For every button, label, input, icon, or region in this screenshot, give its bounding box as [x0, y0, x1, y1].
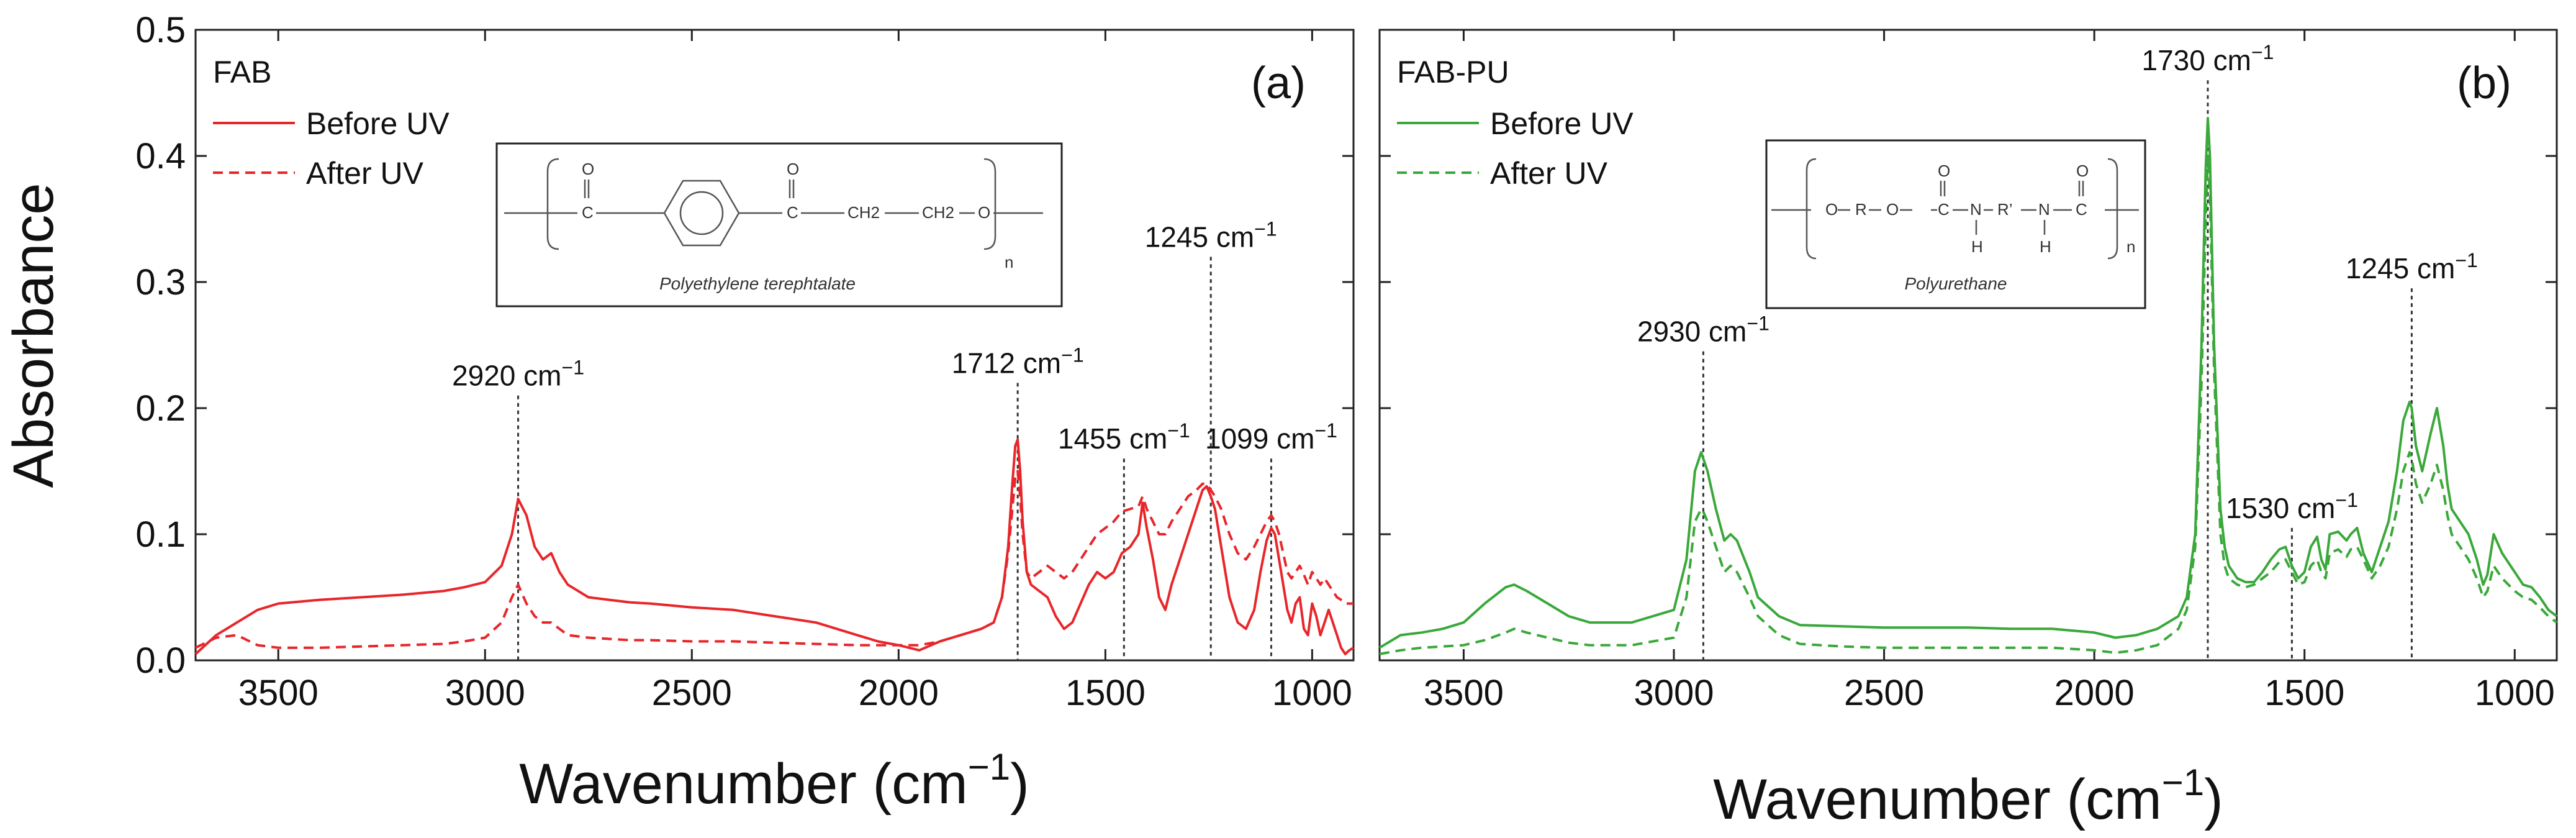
benzene-ring-inner: [679, 191, 724, 235]
panel-b-peak-labels: 2930 cm−1 1730 cm−1 1530 cm−1 1245 cm−1: [1637, 41, 2478, 524]
panel-a-y-tick-labels: 0.0 0.1 0.2 0.3 0.4 0.5: [135, 10, 186, 681]
panel-b-pu: 3500 3000 2500 2000 1500 1000 2930 cm−1 …: [1378, 29, 2558, 831]
atom-label: O: [787, 160, 799, 178]
legend-label-before-uv: Before UV: [1490, 106, 1634, 141]
atom-label: N: [2038, 200, 2050, 219]
peak-label: 1712 cm−1: [952, 344, 1084, 379]
panel-a-x-axis-title: Wavenumber (cm−1): [519, 746, 1029, 816]
atom-label: C: [1938, 200, 1950, 219]
legend-label-after-uv: After UV: [306, 156, 424, 191]
atom-label: O: [2076, 162, 2089, 180]
y-tick-label: 0.1: [135, 514, 186, 555]
x-tick-label: 2500: [652, 673, 732, 713]
atom-label: CH2: [922, 203, 954, 222]
panel-b-series: [1378, 117, 2558, 655]
legend-label-after-uv: After UV: [1490, 156, 1608, 191]
atom-label: O: [582, 160, 594, 178]
panel-b-peak-lines: [1702, 80, 2413, 660]
panel-a-letter: (a): [1251, 58, 1306, 108]
peak-label: 1099 cm−1: [1205, 419, 1337, 455]
panel-a-peak-labels: 2920 cm−1 1712 cm−1 1455 cm−1 1245 cm−1 …: [452, 217, 1337, 455]
bracket-right: [983, 158, 997, 250]
panel-b-x-axis-title: Wavenumber (cm−1): [1713, 762, 2223, 831]
peak-label: 1245 cm−1: [2346, 249, 2478, 285]
peak-label: 1730 cm−1: [2142, 41, 2274, 76]
peak-label: 1245 cm−1: [1145, 217, 1277, 253]
x-tick-label: 1500: [1065, 673, 1146, 713]
atom-label: O: [1825, 200, 1838, 219]
peak-label: 1455 cm−1: [1058, 419, 1190, 455]
panel-a-legend: Before UV After UV: [213, 106, 450, 191]
panel-b-frame: [1378, 29, 2558, 662]
y-tick-label: 0.4: [135, 136, 186, 176]
repeat-subscript: n: [1005, 253, 1013, 271]
panel-b-x-tick-labels: 3500 3000 2500 2000 1500 1000: [1424, 673, 2555, 713]
atom-label: O: [1938, 162, 1950, 180]
x-tick-label: 2500: [1844, 673, 1924, 713]
x-tick-label: 3500: [238, 673, 319, 713]
panel-b-legend: Before UV After UV: [1397, 106, 1634, 191]
benzene-ring: [663, 180, 740, 247]
atom-label: C: [582, 203, 594, 222]
panel-b-ticks: [1380, 29, 2557, 662]
peak-label: 1530 cm−1: [2226, 489, 2358, 524]
panel-b-letter: (b): [2457, 58, 2511, 108]
panel-b-sample-label: FAB-PU: [1397, 55, 1509, 89]
atom-label: H: [1971, 237, 1983, 256]
atom-label: R: [1855, 200, 1867, 219]
x-tick-label: 2000: [859, 673, 939, 713]
atom-label: CH2: [847, 203, 880, 222]
y-tick-label: 0.2: [135, 388, 186, 429]
y-tick-label: 0.0: [135, 640, 186, 681]
atom-label: O: [978, 203, 990, 222]
x-tick-label: 1000: [1272, 673, 1352, 713]
series-line-after-uv: [195, 470, 1354, 649]
atom-label: H: [2040, 237, 2051, 256]
repeat-subscript: n: [2126, 237, 2135, 256]
atom-label: C: [2076, 200, 2087, 219]
panel-a-series: [194, 438, 1355, 655]
atom-label: O: [1886, 200, 1899, 219]
structure-box: [1765, 139, 2146, 309]
panel-a-pet: 3500 3000 2500 2000 1500 1000 0.0 0.1 0.…: [135, 10, 1355, 816]
pu-structure-inset: O R O C N R’ N C O O H H n Polyurethane: [1765, 139, 2146, 309]
panel-a-frame: [194, 29, 1355, 662]
x-tick-label: 2000: [2054, 673, 2135, 713]
panel-a-peak-lines: [517, 257, 1272, 660]
bracket-left: [546, 158, 559, 250]
x-tick-label: 3000: [445, 673, 525, 713]
panel-a-x-tick-labels: 3500 3000 2500 2000 1500 1000: [238, 673, 1352, 713]
series-line-after-uv: [1379, 155, 2558, 655]
series-line-before-uv: [194, 438, 1355, 655]
structure-caption: Polyurethane: [1904, 274, 2007, 293]
x-tick-label: 1500: [2264, 673, 2344, 713]
panel-a-sample-label: FAB: [213, 55, 271, 89]
structure-box: [495, 142, 1063, 307]
y-tick-label: 0.3: [135, 262, 186, 303]
panel-a-ticks: [196, 29, 1354, 662]
peak-label: 2920 cm−1: [452, 357, 584, 392]
x-tick-label: 1000: [2475, 673, 2555, 713]
pet-structure-inset: O C O C CH2 CH2 O n Polyethylene terepht…: [495, 142, 1063, 307]
bracket-right: [2107, 158, 2118, 260]
bracket-left: [1805, 158, 1817, 260]
peak-label: 2930 cm−1: [1637, 312, 1769, 348]
legend-label-before-uv: Before UV: [306, 106, 450, 141]
y-axis-title: Absorbance: [2, 183, 65, 488]
structure-caption: Polyethylene terephtalate: [659, 274, 856, 293]
atom-label: N: [1970, 200, 1982, 219]
x-tick-label: 3000: [1634, 673, 1714, 713]
atom-label: R’: [1997, 200, 2013, 219]
atom-label: C: [787, 203, 798, 222]
x-tick-label: 3500: [1424, 673, 1504, 713]
series-line-before-uv: [1378, 117, 2558, 649]
y-tick-label: 0.5: [135, 10, 186, 50]
